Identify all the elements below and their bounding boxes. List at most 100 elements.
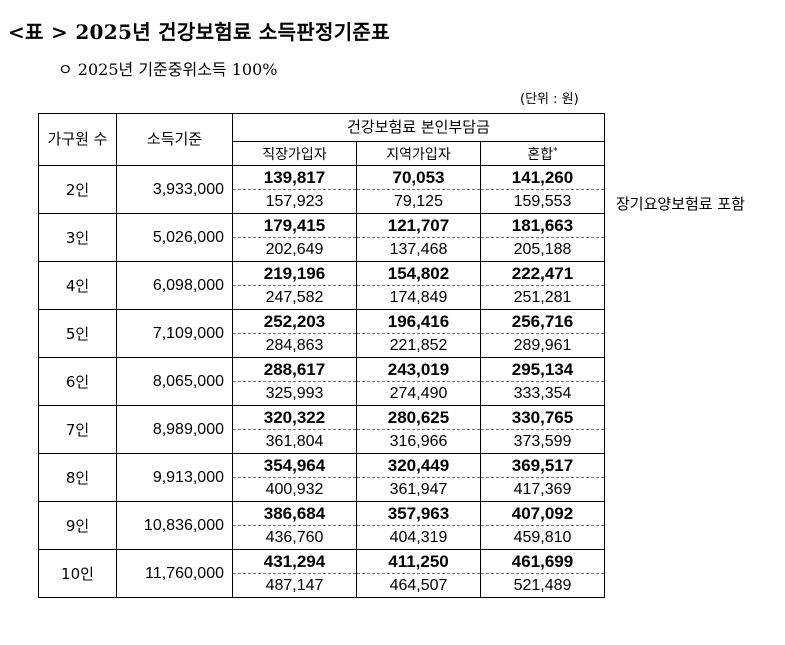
regional-premium-ltc-cell: 274,490: [356, 381, 481, 406]
household-size-cell: 6인: [38, 357, 117, 406]
employee-premium-cell: 219,196: [232, 261, 357, 286]
mixed-premium-cell: 256,716: [480, 309, 605, 334]
employee-premium-ltc-cell: 247,582: [232, 285, 357, 310]
employee-premium-ltc-cell: 361,804: [232, 429, 357, 454]
table-row-ltc: 325,993 274,490 333,354: [39, 381, 605, 406]
income-criteria-cell: 3,933,000: [116, 165, 233, 214]
employee-premium-cell: 386,684: [232, 501, 357, 526]
table-row-ltc: 487,147 464,507 521,489: [39, 573, 605, 598]
household-size-cell: 4인: [38, 261, 117, 310]
mixed-premium-ltc-cell: 373,599: [480, 429, 605, 454]
table-row: 10인 11,760,000 431,294 411,250 461,699: [38, 549, 605, 598]
mixed-premium-ltc-cell: 159,553: [480, 189, 605, 214]
table-row-ltc: 157,923 79,125 159,553: [39, 189, 605, 214]
regional-premium-ltc-cell: 221,852: [356, 333, 481, 358]
table-row: 9인 10,836,000 386,684 357,963 407,092: [38, 501, 605, 550]
regional-premium-ltc-cell: 316,966: [356, 429, 481, 454]
employee-premium-ltc-cell: 157,923: [232, 189, 357, 214]
employee-premium-cell: 320,322: [232, 405, 357, 430]
regional-premium-ltc-cell: 174,849: [356, 285, 481, 310]
household-size-cell: 7인: [38, 405, 117, 454]
page-subtitle: ㅇ 2025년 기준중위소득 100%: [58, 60, 278, 79]
mixed-premium-ltc-cell: 417,369: [480, 477, 605, 502]
table-row-ltc: 247,582 174,849 251,281: [39, 285, 605, 310]
mixed-premium-ltc-cell: 459,810: [480, 525, 605, 550]
employee-premium-cell: 354,964: [232, 453, 357, 478]
mixed-premium-cell: 295,134: [480, 357, 605, 382]
regional-premium-cell: 357,963: [356, 501, 481, 526]
mixed-premium-cell: 222,471: [480, 261, 605, 286]
regional-premium-ltc-cell: 361,947: [356, 477, 481, 502]
employee-premium-ltc-cell: 487,147: [232, 573, 357, 598]
employee-premium-ltc-cell: 202,649: [232, 237, 357, 262]
mixed-premium-cell: 461,699: [480, 549, 605, 574]
regional-premium-ltc-cell: 464,507: [356, 573, 481, 598]
income-criteria-cell: 10,836,000: [116, 501, 233, 550]
regional-premium-cell: 121,707: [356, 213, 481, 238]
header-regional: 지역가입자: [356, 141, 481, 166]
table-row: 5인 7,109,000 252,203 196,416 256,716: [38, 309, 605, 358]
table-row: 7인 8,989,000 320,322 280,625 330,765: [38, 405, 605, 454]
employee-premium-cell: 288,617: [232, 357, 357, 382]
income-criteria-cell: 11,760,000: [116, 549, 233, 598]
page-title: <표 > 2025년 건강보험료 소득판정기준표: [8, 20, 390, 44]
household-size-cell: 10인: [38, 549, 117, 598]
household-size-cell: 5인: [38, 309, 117, 358]
table-row-ltc: 361,804 316,966 373,599: [39, 429, 605, 454]
mixed-premium-cell: 369,517: [480, 453, 605, 478]
header-mixed: 혼합*: [480, 141, 605, 166]
header-copay-group: 건강보험료 본인부담금: [232, 113, 605, 142]
table-row-ltc: 284,863 221,852 289,961: [39, 333, 605, 358]
long-term-care-note: 장기요양보험료 포함: [616, 195, 745, 213]
header-employee: 직장가입자: [232, 141, 357, 166]
table-row: 2인 3,933,000 139,817 70,053 141,260: [38, 165, 605, 214]
header-household: 가구원 수: [38, 113, 117, 166]
regional-premium-cell: 196,416: [356, 309, 481, 334]
mixed-premium-ltc-cell: 205,188: [480, 237, 605, 262]
income-criteria-cell: 5,026,000: [116, 213, 233, 262]
employee-premium-cell: 139,817: [232, 165, 357, 190]
mixed-premium-ltc-cell: 333,354: [480, 381, 605, 406]
regional-premium-ltc-cell: 79,125: [356, 189, 481, 214]
table-row-ltc: 400,932 361,947 417,369: [39, 477, 605, 502]
employee-premium-cell: 252,203: [232, 309, 357, 334]
table-row: 6인 8,065,000 288,617 243,019 295,134: [38, 357, 605, 406]
household-size-cell: 3인: [38, 213, 117, 262]
regional-premium-cell: 243,019: [356, 357, 481, 382]
table-body: 2인 3,933,000 139,817 70,053 141,260 157,923 79…: [38, 165, 605, 598]
regional-premium-cell: 280,625: [356, 405, 481, 430]
income-criteria-cell: 6,098,000: [116, 261, 233, 310]
regional-premium-ltc-cell: 404,319: [356, 525, 481, 550]
household-size-cell: 9인: [38, 501, 117, 550]
income-criteria-table: 가구원 수 소득기준 건강보험료 본인부담금 직장가입자 지역가입자 혼합* 2…: [38, 113, 605, 598]
employee-premium-ltc-cell: 325,993: [232, 381, 357, 406]
table-row: 3인 5,026,000 179,415 121,707 181,663: [38, 213, 605, 262]
mixed-premium-cell: 181,663: [480, 213, 605, 238]
income-criteria-cell: 8,065,000: [116, 357, 233, 406]
mixed-premium-ltc-cell: 521,489: [480, 573, 605, 598]
income-criteria-cell: 9,913,000: [116, 453, 233, 502]
regional-premium-cell: 70,053: [356, 165, 481, 190]
household-size-cell: 8인: [38, 453, 117, 502]
employee-premium-ltc-cell: 400,932: [232, 477, 357, 502]
mixed-premium-cell: 141,260: [480, 165, 605, 190]
employee-premium-ltc-cell: 436,760: [232, 525, 357, 550]
mixed-premium-cell: 330,765: [480, 405, 605, 430]
mixed-premium-ltc-cell: 251,281: [480, 285, 605, 310]
regional-premium-cell: 154,802: [356, 261, 481, 286]
employee-premium-cell: 431,294: [232, 549, 357, 574]
mixed-premium-cell: 407,092: [480, 501, 605, 526]
regional-premium-cell: 320,449: [356, 453, 481, 478]
mixed-premium-ltc-cell: 289,961: [480, 333, 605, 358]
regional-premium-ltc-cell: 137,468: [356, 237, 481, 262]
income-criteria-cell: 7,109,000: [116, 309, 233, 358]
employee-premium-ltc-cell: 284,863: [232, 333, 357, 358]
household-size-cell: 2인: [38, 165, 117, 214]
header-income: 소득기준: [116, 113, 233, 166]
employee-premium-cell: 179,415: [232, 213, 357, 238]
unit-label: (단위 : 원): [520, 92, 579, 107]
income-criteria-cell: 8,989,000: [116, 405, 233, 454]
table-row: 8인 9,913,000 354,964 320,449 369,517: [38, 453, 605, 502]
regional-premium-cell: 411,250: [356, 549, 481, 574]
table-row: 4인 6,098,000 219,196 154,802 222,471: [38, 261, 605, 310]
